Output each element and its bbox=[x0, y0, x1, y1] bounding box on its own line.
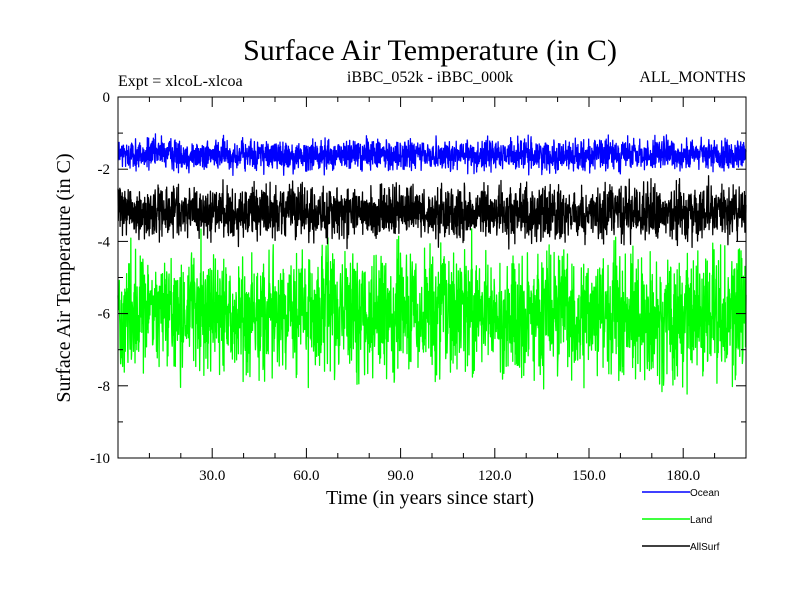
y-tick-label: 0 bbox=[103, 90, 111, 106]
y-tick-label: -4 bbox=[98, 234, 111, 250]
months-label: ALL_MONTHS bbox=[639, 69, 746, 86]
y-tick-label: -6 bbox=[98, 307, 111, 323]
y-tick-label: -8 bbox=[98, 379, 111, 395]
series-line-land bbox=[117, 228, 747, 395]
x-tick-label: 90.0 bbox=[387, 468, 413, 484]
experiment-label: Expt = xlcoL-xlcoa bbox=[118, 73, 243, 90]
axis-layer: 30.0 60.0 90.0 120.0 150.0 180.0 0 -2 -4 -6 -8 -10 bbox=[90, 90, 746, 484]
y-tick-label: -2 bbox=[98, 162, 111, 178]
legend-label-allsurf: AllSurf bbox=[690, 542, 720, 553]
x-tick-label: 120.0 bbox=[478, 468, 512, 484]
x-tick-label: 30.0 bbox=[199, 468, 225, 484]
series-layer bbox=[117, 133, 747, 395]
chart-title: Surface Air Temperature (in C) bbox=[243, 34, 617, 67]
x-tick-label: 150.0 bbox=[572, 468, 606, 484]
legend-label-land: Land bbox=[690, 515, 712, 526]
y-tick-label: -10 bbox=[90, 451, 110, 467]
x-axis-label: Time (in years since start) bbox=[326, 487, 534, 509]
legend: Ocean Land AllSurf bbox=[642, 488, 720, 553]
series-line-ocean bbox=[117, 133, 747, 177]
series-line-allsurf bbox=[117, 175, 747, 250]
y-axis-label: Surface Air Temperature (in C) bbox=[53, 153, 75, 402]
legend-label-ocean: Ocean bbox=[690, 488, 719, 499]
comparison-label: iBBC_052k - iBBC_000k bbox=[347, 69, 513, 86]
x-tick-label: 180.0 bbox=[666, 468, 700, 484]
x-tick-label: 60.0 bbox=[293, 468, 319, 484]
